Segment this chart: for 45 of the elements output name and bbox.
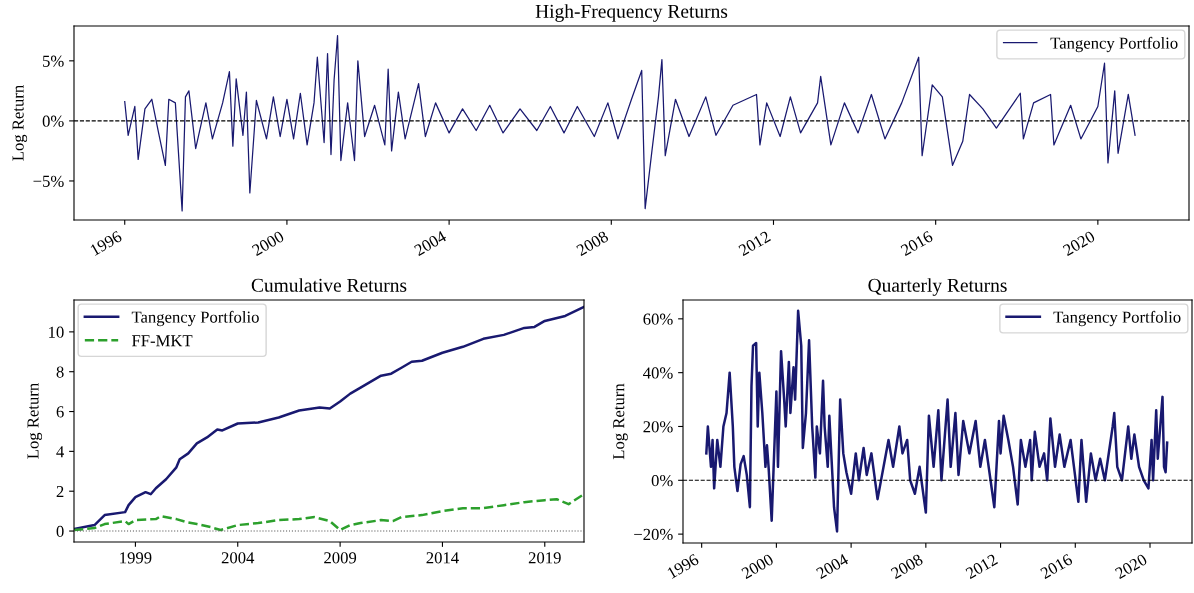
y-tick-label: 40% bbox=[643, 367, 673, 379]
x-tick-label: 2020 bbox=[1114, 553, 1148, 580]
x-tick-label: 2014 bbox=[426, 552, 459, 564]
y-tick-label: 0% bbox=[651, 475, 673, 487]
y-tick-label: 0% bbox=[42, 115, 64, 127]
line-series bbox=[74, 305, 584, 531]
y-axis-title: Log Return bbox=[27, 383, 43, 459]
legend-label: FF-MKT bbox=[131, 335, 193, 347]
y-tick-label: 8 bbox=[56, 366, 64, 378]
x-tick-label: 2012 bbox=[965, 553, 999, 580]
line-series bbox=[74, 492, 584, 532]
x-tick-label: 2008 bbox=[890, 553, 924, 580]
y-tick-label: 4 bbox=[56, 446, 65, 458]
x-tick-label: 2009 bbox=[324, 552, 357, 564]
y-axis-title: Log Return bbox=[613, 383, 628, 460]
y-tick-label: 0 bbox=[56, 525, 64, 537]
y-tick-label: 10 bbox=[49, 326, 64, 338]
y-tick-label: 5% bbox=[43, 55, 64, 67]
x-tick-label: 2012 bbox=[737, 230, 771, 257]
chart-title: Quarterly Returns bbox=[868, 278, 1007, 296]
y-axis-title: Log Return bbox=[12, 85, 28, 161]
y-tick-label: 20% bbox=[643, 421, 673, 433]
x-tick-label: 2016 bbox=[900, 230, 934, 257]
x-tick-label: 2016 bbox=[1039, 553, 1074, 580]
x-tick-label: 2000 bbox=[740, 553, 775, 580]
x-tick-label: 2004 bbox=[413, 230, 448, 257]
x-tick-label: 2004 bbox=[221, 552, 255, 564]
y-tick-label: 60% bbox=[643, 313, 673, 325]
x-tick-label: 2000 bbox=[251, 230, 285, 257]
x-tick-label: 1996 bbox=[666, 553, 700, 579]
x-tick-label: 2019 bbox=[528, 552, 561, 564]
x-tick-label: 2008 bbox=[575, 230, 610, 257]
legend-label: Tangency Portfolio bbox=[131, 310, 259, 327]
x-tick-label: 1996 bbox=[89, 230, 123, 256]
y-tick-label: −5% bbox=[33, 175, 64, 187]
chart-title: High-Frequency Returns bbox=[535, 4, 728, 22]
y-tick-label: −20% bbox=[634, 528, 673, 541]
x-tick-label: 2020 bbox=[1062, 230, 1096, 257]
legend-label: Tangency Portfolio bbox=[1050, 36, 1178, 53]
x-tick-label: 1999 bbox=[120, 552, 152, 564]
x-tick-label: 2004 bbox=[815, 553, 850, 580]
y-tick-label: 6 bbox=[56, 406, 64, 418]
chart-title: Cumulative Returns bbox=[251, 278, 407, 292]
legend-label: Tangency Portfolio bbox=[1053, 310, 1181, 327]
y-tick-label: 2 bbox=[56, 485, 64, 497]
